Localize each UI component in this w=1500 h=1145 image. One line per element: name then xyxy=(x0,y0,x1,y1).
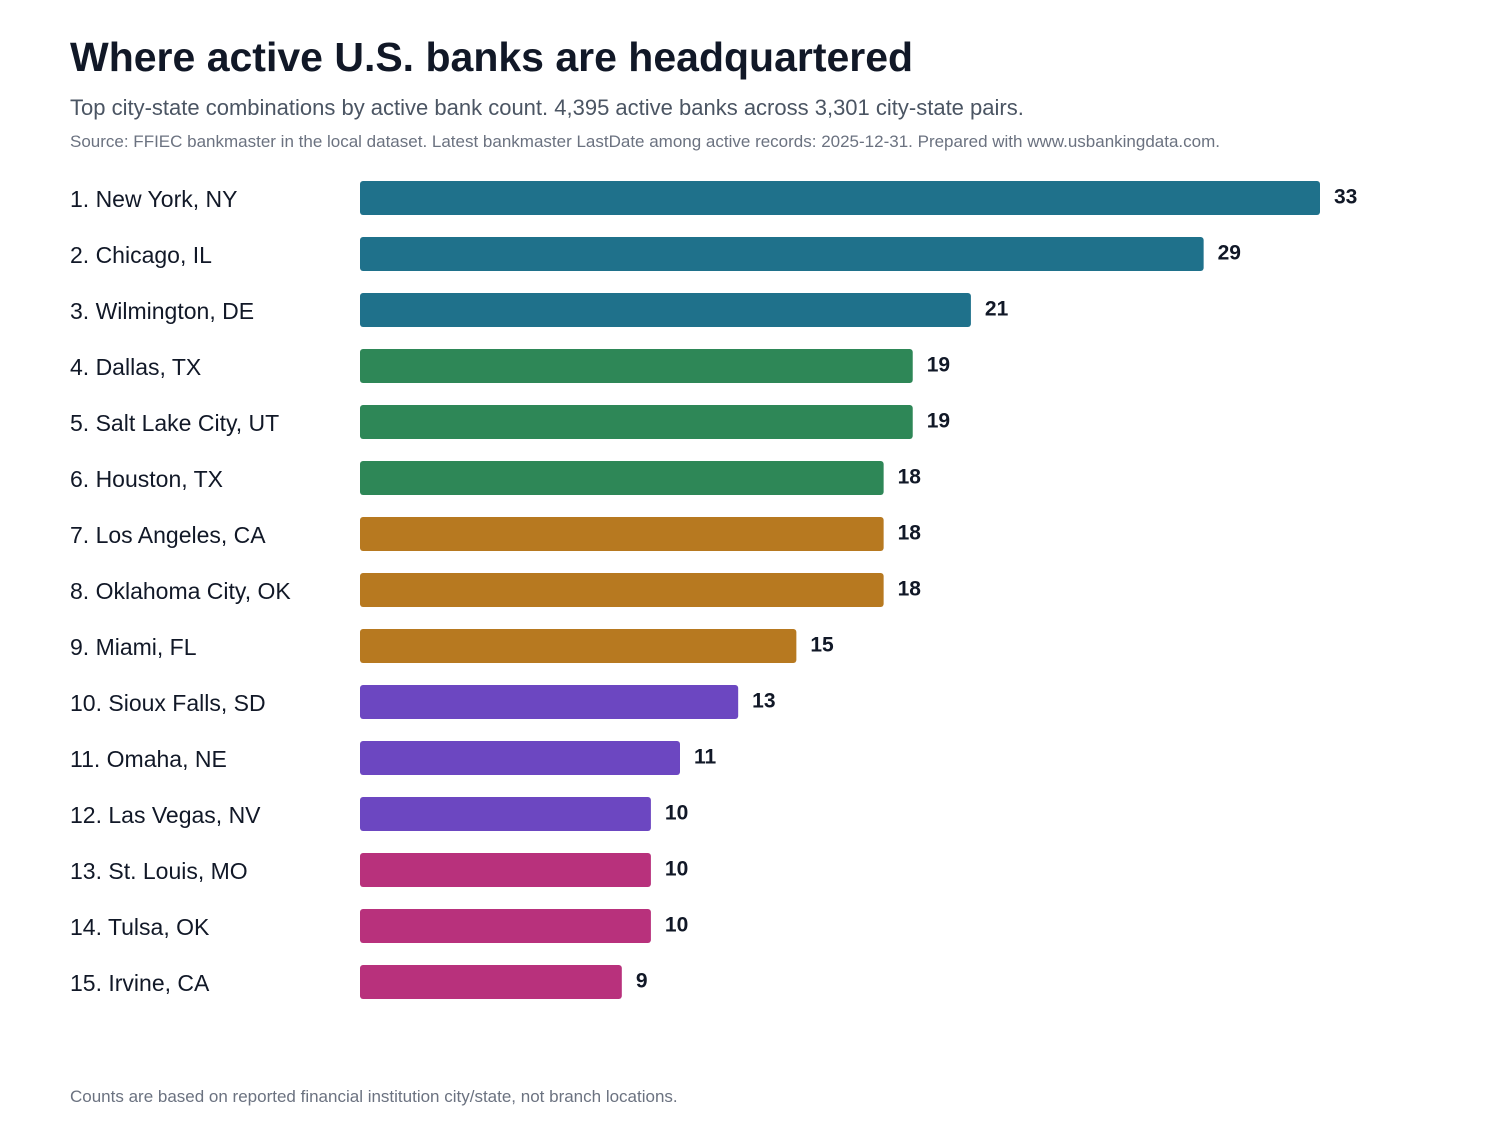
category-label: 8. Oklahoma City, OK xyxy=(70,578,291,604)
category-label: 4. Dallas, TX xyxy=(70,354,201,380)
bar xyxy=(360,685,739,719)
category-label: 1. New York, NY xyxy=(70,186,237,212)
value-label: 15 xyxy=(810,634,834,657)
category-label: 9. Miami, FL xyxy=(70,634,197,660)
footnote: Counts are based on reported financial i… xyxy=(70,1087,678,1106)
bar xyxy=(360,797,651,831)
bar xyxy=(360,629,797,663)
source-note: Source: FFIEC bankmaster in the local da… xyxy=(70,132,1220,151)
bar xyxy=(360,853,651,887)
category-label: 3. Wilmington, DE xyxy=(70,298,254,324)
bar xyxy=(360,181,1320,215)
value-label: 33 xyxy=(1334,186,1357,209)
category-label: 2. Chicago, IL xyxy=(70,242,212,268)
bar xyxy=(360,741,680,775)
category-label: 13. St. Louis, MO xyxy=(70,858,248,884)
bar xyxy=(360,237,1204,271)
value-label: 10 xyxy=(665,914,688,937)
chart-subtitle: Top city-state combinations by active ba… xyxy=(70,95,1024,120)
category-label: 7. Los Angeles, CA xyxy=(70,522,266,548)
category-label: 14. Tulsa, OK xyxy=(70,914,210,940)
value-label: 13 xyxy=(752,690,775,713)
value-label: 18 xyxy=(898,578,922,601)
bar xyxy=(360,909,651,943)
value-label: 10 xyxy=(665,858,688,881)
value-label: 19 xyxy=(927,354,950,377)
value-label: 9 xyxy=(636,970,648,993)
value-label: 11 xyxy=(694,746,717,769)
category-label: 11. Omaha, NE xyxy=(70,746,227,772)
value-label: 18 xyxy=(898,522,922,545)
value-label: 21 xyxy=(985,298,1009,321)
category-label: 15. Irvine, CA xyxy=(70,970,210,996)
value-label: 29 xyxy=(1218,242,1241,265)
category-label: 12. Las Vegas, NV xyxy=(70,802,261,828)
bar xyxy=(360,517,884,551)
category-label: 5. Salt Lake City, UT xyxy=(70,410,279,436)
value-label: 18 xyxy=(898,466,922,489)
value-label: 10 xyxy=(665,802,688,825)
chart-title: Where active U.S. banks are headquartere… xyxy=(70,34,914,80)
bar xyxy=(360,573,884,607)
bar xyxy=(360,405,913,439)
bar xyxy=(360,293,971,327)
bar xyxy=(360,349,913,383)
category-label: 6. Houston, TX xyxy=(70,466,223,492)
bar xyxy=(360,965,622,999)
value-label: 19 xyxy=(927,410,950,433)
bar xyxy=(360,461,884,495)
category-label: 10. Sioux Falls, SD xyxy=(70,690,266,716)
